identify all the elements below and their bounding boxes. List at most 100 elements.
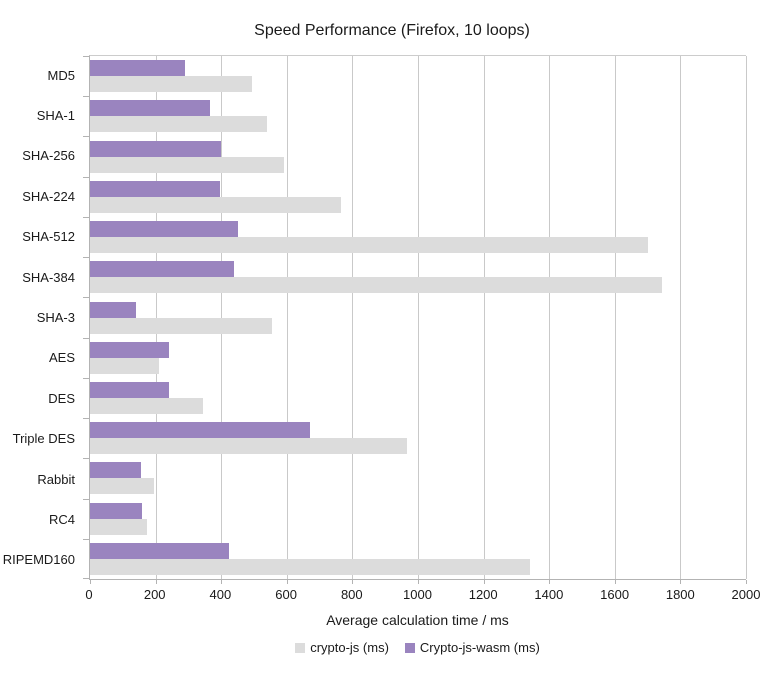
category-label-sha-256: SHA-256 (22, 148, 75, 164)
x-axis-tick-200 (155, 580, 157, 584)
gridline-1800 (680, 56, 682, 579)
legend-swatch-crypto-js-ms (295, 642, 306, 653)
bar-group-sha-256 (90, 136, 746, 176)
category-label-aes: AES (48, 350, 75, 366)
legend-swatch-crypto-js-wasm-ms (404, 642, 415, 653)
gridline-400 (221, 56, 223, 579)
bar-crypto-js-wasm-ms-rc4 (90, 502, 143, 519)
bar-crypto-js-wasm-ms-sha-1 (90, 100, 210, 117)
bar-crypto-js-wasm-ms-md5 (90, 60, 186, 77)
bar-crypto-js-wasm-ms-des (90, 381, 169, 398)
gridline-1400 (549, 56, 551, 579)
y-axis-boundary-tick-5 (83, 257, 89, 259)
y-axis-boundary-tick-4 (83, 216, 89, 218)
gridline-1200 (483, 56, 485, 579)
category-label-sha-1: SHA-1 (36, 108, 75, 124)
category-label-triple-des: Triple DES (12, 431, 75, 447)
bar-group-rabbit (90, 458, 746, 498)
category-label-sha-3: SHA-3 (36, 310, 75, 326)
y-axis-boundary-tick-8 (83, 377, 89, 379)
bar-crypto-js-wasm-ms-rabbit (90, 462, 141, 479)
gridline-1600 (614, 56, 616, 579)
y-axis-boundary-tick-10 (83, 458, 89, 460)
category-label-rabbit: Rabbit (37, 471, 75, 487)
chart-title: Speed Performance (Firefox, 10 loops) (254, 22, 530, 39)
y-axis-labels: MD5 SHA-1 SHA-256 SHA-224 SHA-512 SHA-384 SHA-… (0, 55, 82, 580)
bar-crypto-js-wasm-ms-ripemd160 (90, 542, 230, 559)
category-label-sha-384: SHA-384 (22, 269, 75, 285)
gridline-1000 (418, 56, 419, 579)
bar-crypto-js-ms-sha-256 (90, 156, 284, 173)
y-axis-boundary-tick-3 (83, 176, 89, 178)
legend-item-crypto-js-ms: crypto-js (ms) (295, 640, 389, 655)
gridline-200 (155, 56, 157, 579)
gridline-2000 (746, 56, 747, 579)
legend-item-crypto-js-wasm-ms: Crypto-js-wasm (ms) (404, 640, 540, 655)
y-axis-boundary-tick-7 (83, 337, 89, 339)
bar-rows (90, 56, 746, 579)
bar-crypto-js-ms-des (90, 397, 204, 414)
x-axis-tick-400 (221, 580, 223, 584)
bar-group-triple-des (90, 418, 746, 458)
x-tick-label-2000: 2000 (731, 587, 761, 602)
x-tick-label-400: 400 (209, 587, 232, 602)
y-axis-boundary-tick-9 (83, 418, 89, 420)
x-tick-label-600: 600 (275, 587, 297, 602)
x-axis-tick-1800 (680, 580, 682, 584)
x-tick-label-1600: 1600 (600, 587, 630, 602)
x-tick-label-1400: 1400 (534, 587, 564, 602)
bar-group-des (90, 378, 746, 418)
category-label-md5: MD5 (47, 67, 75, 83)
bar-crypto-js-ms-triple-des (90, 438, 407, 455)
x-axis-tick-1600 (614, 580, 616, 584)
gridline-800 (352, 56, 354, 579)
bar-group-sha-224 (90, 177, 746, 217)
y-axis-boundary-tick-12 (83, 538, 89, 540)
bar-crypto-js-wasm-ms-aes (90, 341, 169, 358)
x-tick-label-200: 200 (143, 587, 166, 602)
category-label-des: DES (48, 390, 75, 406)
bar-crypto-js-wasm-ms-sha-256 (90, 140, 222, 157)
bar-crypto-js-ms-sha-224 (90, 196, 341, 213)
legend: crypto-js (ms) Crypto-js-wasm (ms) (89, 640, 746, 655)
category-label-sha-224: SHA-224 (22, 188, 75, 204)
bar-group-aes (90, 338, 746, 378)
y-axis-boundary-tick-1 (83, 96, 89, 98)
bar-group-sha-384 (90, 257, 746, 297)
bar-crypto-js-ms-md5 (90, 76, 253, 93)
bar-crypto-js-ms-sha-512 (90, 237, 648, 254)
bar-crypto-js-wasm-ms-sha-512 (90, 221, 238, 238)
bar-group-rc4 (90, 499, 746, 539)
x-axis-tick-800 (352, 580, 354, 584)
bar-crypto-js-wasm-ms-sha-384 (90, 261, 235, 278)
category-label-rc4: RC4 (48, 511, 75, 527)
x-tick-label-1000: 1000 (403, 587, 432, 602)
bar-crypto-js-ms-rc4 (90, 518, 148, 535)
x-axis-tick-1400 (549, 580, 551, 584)
x-axis-tick-0 (90, 580, 91, 584)
bar-group-sha-512 (90, 217, 746, 257)
bar-group-md5 (90, 56, 746, 96)
x-axis-tick-labels: 0 200 400 600 800 1000 1200 1400 1600 1800 2000 (85, 587, 760, 603)
gridline-600 (286, 56, 288, 579)
y-axis-boundary-tick-13 (83, 578, 89, 579)
y-axis-boundary-tick-11 (83, 498, 89, 500)
bar-group-ripemd160 (90, 539, 746, 579)
bar-crypto-js-wasm-ms-triple-des (90, 422, 310, 439)
category-label-ripemd160: RIPEMD160 (2, 552, 75, 568)
bar-crypto-js-ms-ripemd160 (90, 558, 530, 575)
category-label-sha-512: SHA-512 (22, 229, 75, 245)
y-axis-boundary-tick-2 (83, 136, 89, 138)
x-axis-tick-600 (286, 580, 288, 584)
x-tick-label-800: 800 (340, 587, 363, 602)
x-tick-label-1800: 1800 (665, 587, 695, 602)
x-tick-label-1200: 1200 (468, 587, 498, 602)
bar-crypto-js-wasm-ms-sha-3 (90, 301, 136, 318)
bar-crypto-js-ms-sha-384 (90, 277, 663, 294)
x-axis-tick-2000 (746, 580, 747, 584)
bar-crypto-js-ms-aes (90, 357, 159, 374)
x-tick-label-0: 0 (85, 587, 93, 602)
legend-label-crypto-js-ms: crypto-js (ms) (310, 640, 389, 655)
y-axis-boundary-tick-0 (83, 56, 89, 57)
